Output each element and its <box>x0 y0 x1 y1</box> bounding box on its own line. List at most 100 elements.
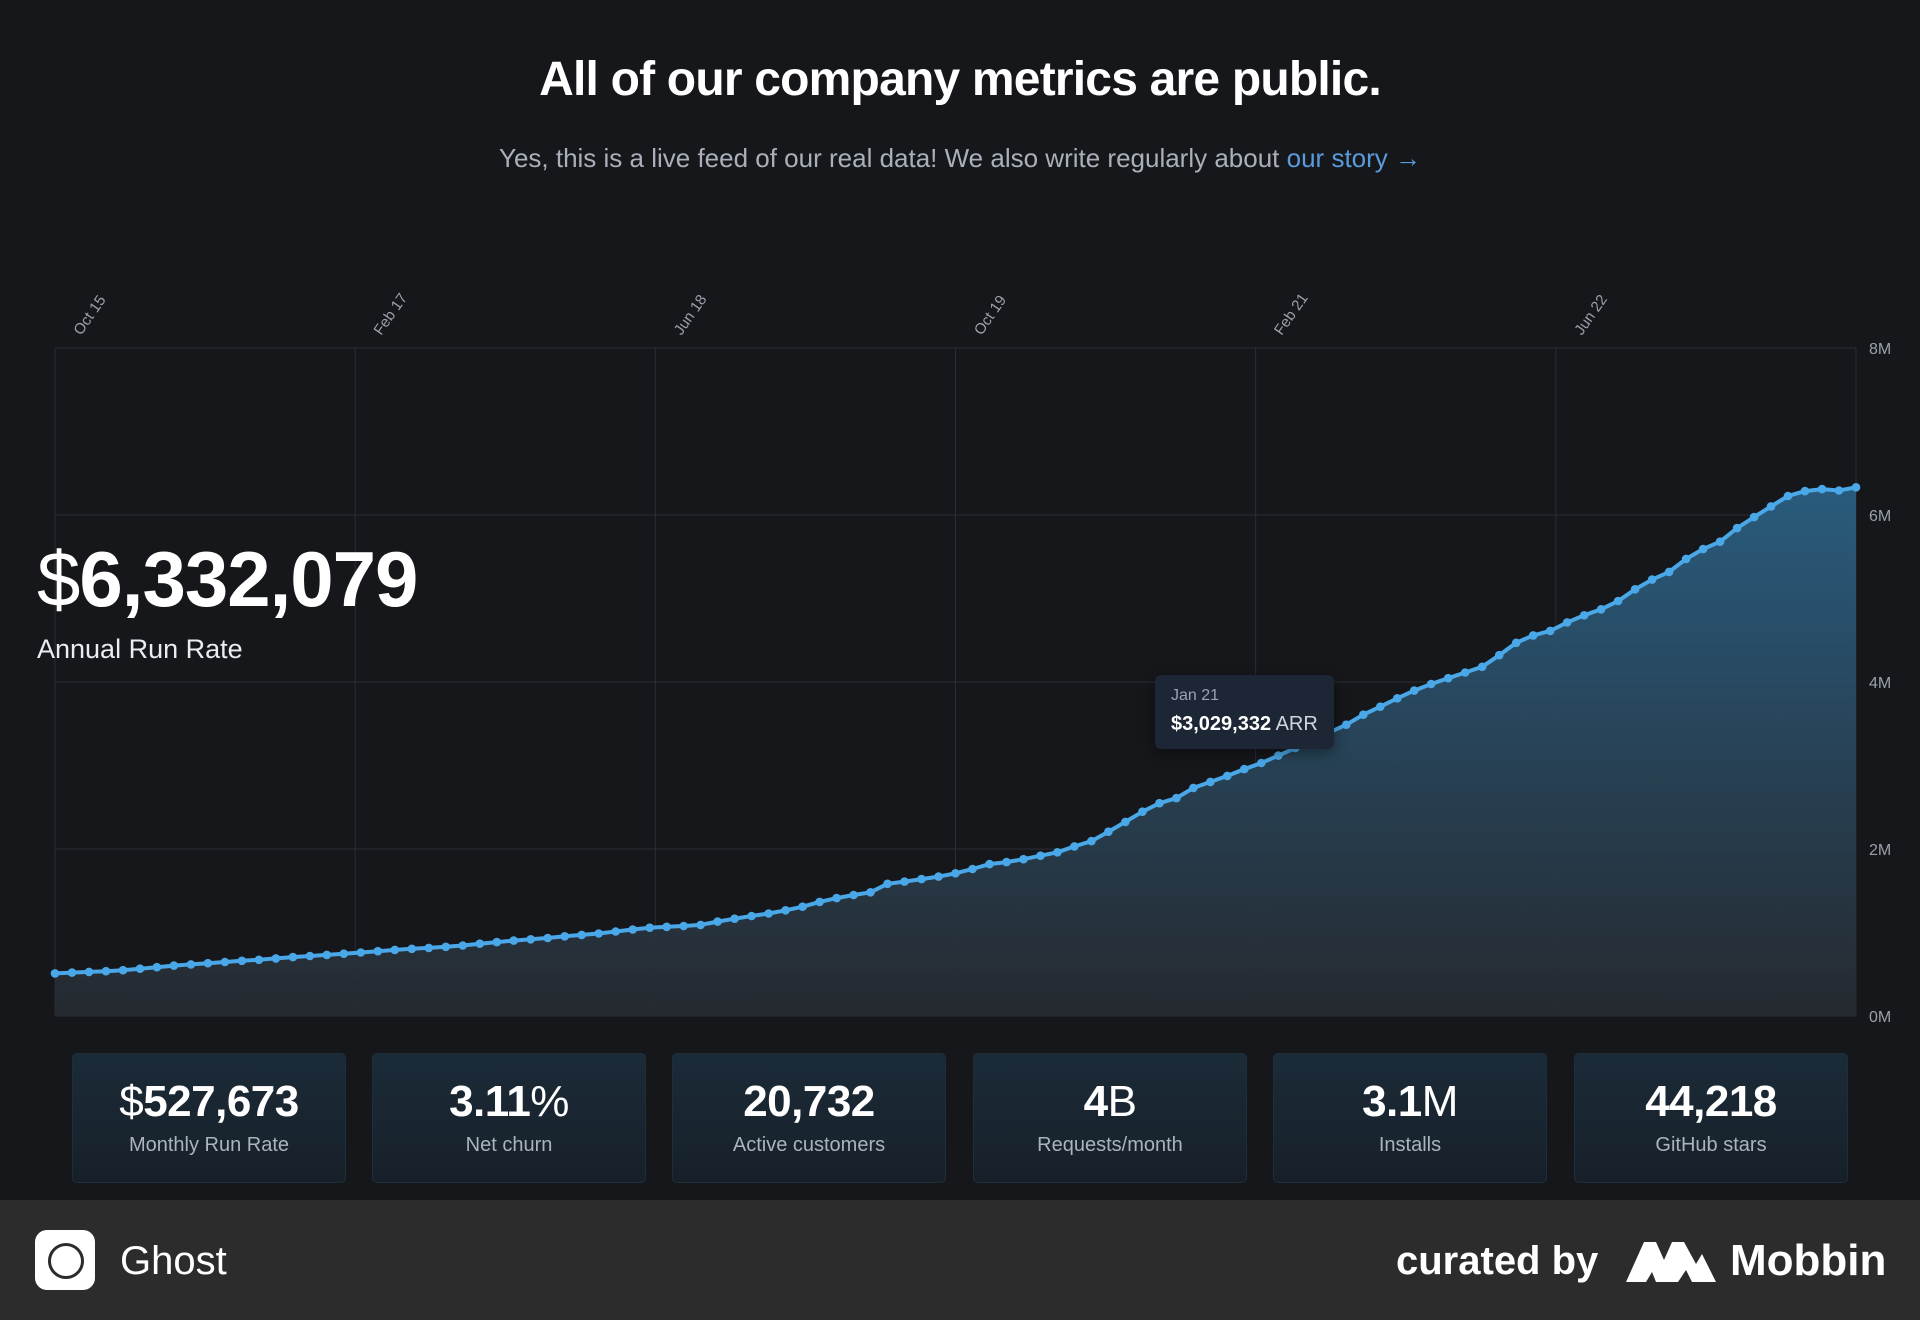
data-point <box>441 942 451 952</box>
data-point <box>1376 702 1385 711</box>
data-point <box>985 859 994 869</box>
currency-symbol: $ <box>37 535 80 623</box>
data-point <box>951 869 960 878</box>
data-point <box>1817 484 1827 494</box>
data-point <box>798 902 807 911</box>
data-point <box>1664 567 1674 577</box>
data-point <box>594 929 603 938</box>
metric-value: $527,673 <box>73 1080 345 1124</box>
x-tick-label: Jun 22 <box>1571 292 1611 339</box>
data-point <box>169 961 179 970</box>
data-point <box>1698 544 1708 554</box>
data-point <box>1155 798 1164 808</box>
data-point <box>1630 585 1640 594</box>
subtitle-text: Yes, this is a live feed of our real dat… <box>498 143 1280 173</box>
brand-name: Mobbin <box>1730 1236 1887 1285</box>
data-point <box>1579 611 1589 620</box>
data-point <box>67 968 77 977</box>
data-point <box>271 954 281 963</box>
metric-unit: B <box>1107 1077 1137 1126</box>
data-point <box>883 879 892 889</box>
data-point <box>1766 502 1776 511</box>
data-point <box>781 906 790 915</box>
data-point <box>1189 783 1198 793</box>
metric-number: 3.11 <box>449 1077 531 1126</box>
data-point <box>645 923 654 932</box>
data-point <box>713 917 722 926</box>
data-point <box>356 948 366 957</box>
page-title: All of our company metrics are public. <box>539 53 1382 106</box>
data-point <box>1409 686 1419 695</box>
data-point <box>1393 694 1402 703</box>
data-point <box>1851 483 1861 492</box>
data-point <box>1087 836 1096 846</box>
data-point <box>1834 486 1844 495</box>
data-point <box>50 969 60 978</box>
metric-value: 3.11% <box>373 1080 645 1124</box>
metric-cards: $527,673 Monthly Run Rate 3.11% Net chur… <box>72 1053 1848 1183</box>
metric-value: 20,732 <box>673 1080 945 1124</box>
data-point <box>492 937 502 947</box>
footer-bar: Ghost curated by Mobbin <box>0 1200 1920 1320</box>
metric-number: 4 <box>1083 1077 1108 1126</box>
data-point <box>1647 575 1657 584</box>
our-story-link[interactable]: our story → <box>1286 143 1422 173</box>
data-point <box>1477 662 1487 672</box>
data-point <box>1528 631 1538 640</box>
data-point <box>1511 638 1521 648</box>
page-subtitle: Yes, this is a live feed of our real dat… <box>0 143 1920 174</box>
data-point <box>1545 626 1555 636</box>
data-point <box>509 936 518 945</box>
annual-run-rate-number: 6,332,079 <box>79 535 418 623</box>
data-point <box>543 933 552 943</box>
data-point <box>1070 842 1079 851</box>
data-point <box>84 967 94 977</box>
data-point <box>1138 807 1147 816</box>
data-point <box>1342 720 1351 729</box>
data-point <box>1053 848 1062 857</box>
y-tick-label: 6M <box>1869 508 1891 525</box>
metric-prefix: $ <box>119 1077 144 1126</box>
arr-area <box>55 487 1856 1016</box>
data-point <box>815 897 824 907</box>
data-point <box>322 950 332 960</box>
data-point <box>1274 751 1283 760</box>
data-point <box>628 925 637 934</box>
x-tick-label: Feb 21 <box>1271 290 1312 338</box>
metric-card-active-customers: 20,732 Active customers <box>672 1053 946 1183</box>
data-point <box>900 877 909 886</box>
data-point <box>1019 854 1028 864</box>
data-point <box>1426 679 1436 689</box>
metric-number: 20,732 <box>743 1077 875 1126</box>
mobbin-logo-icon <box>1626 1242 1716 1282</box>
data-point <box>679 921 688 931</box>
data-point <box>1613 596 1623 606</box>
data-point <box>560 932 569 941</box>
metric-label: Net churn <box>465 1134 553 1156</box>
x-tick-label: Oct 15 <box>70 292 109 338</box>
data-point <box>135 964 145 973</box>
metric-card-installs: 3.1M Installs <box>1273 1053 1547 1183</box>
metric-number: 44,218 <box>1645 1077 1777 1126</box>
metric-value: 44,218 <box>1575 1080 1847 1124</box>
data-point <box>866 888 875 897</box>
data-point <box>1800 486 1810 496</box>
data-point <box>373 946 383 956</box>
data-point <box>747 911 756 921</box>
data-point <box>1460 668 1470 677</box>
metric-card-github-stars: 44,218 GitHub stars <box>1574 1053 1848 1183</box>
data-point <box>118 965 128 975</box>
data-point <box>968 864 977 874</box>
y-tick-label: 0M <box>1869 1009 1891 1026</box>
data-point <box>203 958 213 968</box>
data-point <box>305 951 315 961</box>
data-point <box>662 922 671 932</box>
data-point <box>1783 491 1793 501</box>
x-tick-label: Feb 17 <box>371 290 412 338</box>
data-point <box>475 939 485 948</box>
data-point <box>1749 512 1759 522</box>
data-point <box>407 944 417 954</box>
metric-card-requests: 4B Requests/month <box>973 1053 1247 1183</box>
data-point <box>526 935 535 944</box>
x-tick-label: Oct 19 <box>971 292 1010 338</box>
